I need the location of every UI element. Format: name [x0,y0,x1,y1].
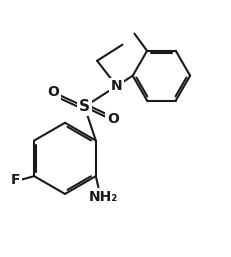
Text: S: S [79,99,90,114]
Text: F: F [11,173,21,187]
Text: O: O [107,112,119,126]
Text: O: O [48,85,59,99]
Text: N: N [111,79,122,93]
Text: NH₂: NH₂ [89,190,119,204]
